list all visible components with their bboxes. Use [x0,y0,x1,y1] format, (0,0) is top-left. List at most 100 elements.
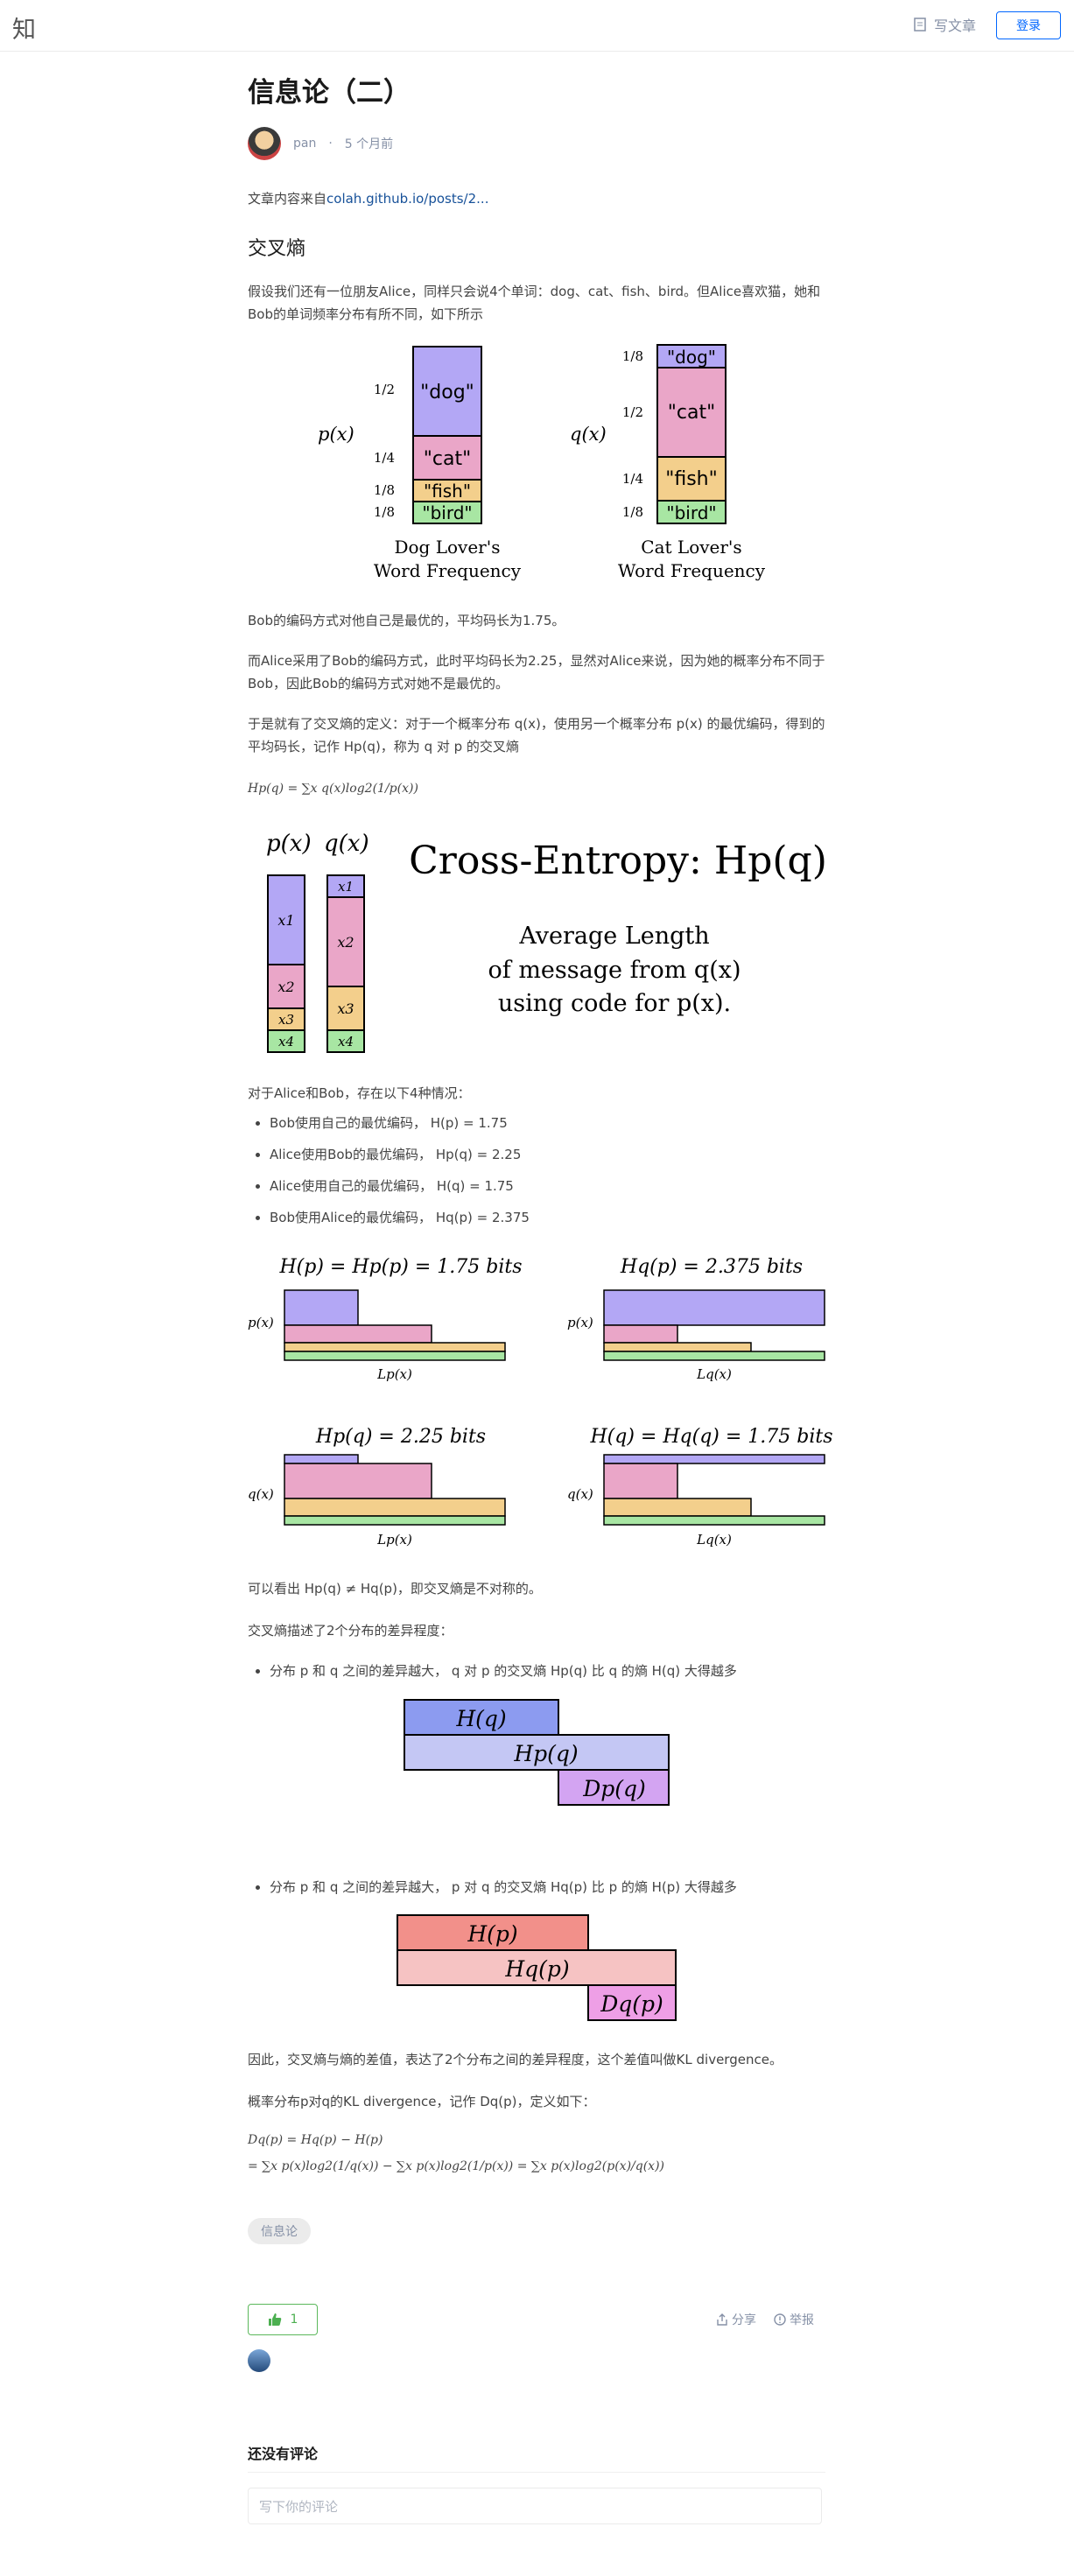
fig2-q-x2-label: x2 [337,934,354,951]
word-frequency-figure: p(x) "dog" "cat" "fish" "bird" 1/2 1/4 1… [318,344,766,581]
p-bird-word: "bird" [422,502,472,523]
fig2-p-x3-label: x3 [278,1012,294,1028]
post-time: 5 个月前 [344,137,394,151]
fig2-q-x4-label: x4 [338,1034,354,1049]
login-button[interactable]: 登录 [996,11,1061,39]
p-dog-word: "dog" [420,382,474,404]
q-prob-1: 1/8 [622,348,643,364]
author-info: pan · 5 个月前 [248,127,825,160]
panel-hqp-bar-4 [603,1351,825,1361]
panel-hq-ylabel: q(x) [567,1486,593,1502]
p-prob-4: 1/8 [374,504,395,520]
article-title: 信息论（二） [248,77,411,109]
liker-avatar[interactable] [248,2349,270,2372]
fig2-q-x1-label: x1 [338,879,354,895]
fig2-sub-1: Average Length [518,923,709,950]
panel-hq: H(q) = Hq(q) = 1.75 bits q(x) Lq(x) [567,1426,833,1548]
fig4-hq-label: H(q) [455,1706,506,1731]
case-item: Alice使用Bob的最优编码， Hp(q) = 2.25 [270,1143,830,1166]
report-button[interactable]: 举报 [774,2311,814,2328]
kl-formula-line-2: = ∑x p(x)log2(1/q(x)) − ∑x p(x)log2(1/p(… [248,2159,664,2173]
fig5-hp-label: H(p) [467,1921,517,1947]
panel-hpq-ylabel: q(x) [248,1486,274,1502]
q-dog-word: "dog" [667,347,716,368]
fig5-hp-bar [397,1914,589,1951]
panel-hp-ylabel: p(x) [248,1315,274,1330]
bullet-b: 分布 p 和 q 之间的差异越大， p 对 q 的交叉熵 Hq(p) 比 p 的… [270,1876,830,1899]
p-prob-2: 1/4 [374,450,395,466]
share-icon [717,2313,727,2326]
paragraph-4: 于是就有了交叉熵的定义：对于一个概率分布 q(x)，使用另一个概率分布 p(x)… [248,716,825,755]
panel-hpq-title: Hp(q) = 2.25 bits [315,1426,486,1448]
panel-hqp-xlabel: Lq(x) [696,1366,732,1382]
fig4-dpq-label: Dp(q) [582,1776,646,1801]
fig2-q-x2 [326,896,365,987]
case-item: Bob使用Alice的最优编码， Hq(p) = 2.375 [270,1206,830,1229]
cross-entropy-figure: p(x) q(x) x1 x2 x3 x4 x1 x2 x3 x4 Cross-… [266,831,827,1053]
source-prefix: 文章内容来自 [248,191,327,207]
q-label: q(x) [570,424,607,445]
panel-hqp-bar-3 [603,1342,752,1352]
fig2-title: Cross-Entropy: Hp(q) [409,839,827,883]
panel-hqp: Hq(p) = 2.375 bits p(x) Lq(x) [567,1256,825,1382]
fig2-p-label: p(x) [266,831,312,857]
paragraph-5: 对于Alice和Bob，存在以下4种情况： [248,1085,471,1101]
write-article-button[interactable]: 写文章 [913,14,976,35]
p-prob-1: 1/2 [374,382,395,397]
panel-hpq-bar-4 [284,1515,506,1526]
panel-hp: H(p) = Hp(p) = 1.75 bits p(x) Lp(x) [248,1256,523,1382]
write-article-label: 写文章 [934,18,977,34]
paragraph-1: 假设我们还有一位朋友Alice，同样只会说4个单词：dog、cat、fish、b… [248,284,821,322]
q-prob-3: 1/4 [622,471,643,487]
p-fish-bar [412,479,482,502]
panel-hq-bar-3 [603,1498,752,1517]
author-name[interactable]: pan [293,137,317,151]
q-dog-bar [656,344,727,369]
bullet-a: 分布 p 和 q 之间的差异越大， q 对 p 的交叉熵 Hp(q) 比 q 的… [270,1660,830,1682]
like-button[interactable]: 1 [248,2304,318,2335]
fig2-sub-3: using code for p(x). [498,990,731,1017]
panel-hpq-xlabel: Lp(x) [376,1532,412,1548]
panel-hpq: Hp(q) = 2.25 bits q(x) Lp(x) [248,1426,506,1548]
panel-hp-bar-4 [284,1351,506,1361]
comments-heading: 还没有评论 [248,2442,825,2473]
fig2-p-x2-label: x2 [277,979,294,995]
bullet-b-list: 分布 p 和 q 之间的差异越大， p 对 q 的交叉熵 Hq(p) 比 p 的… [254,1876,830,1907]
source-link[interactable]: colah.github.io/posts/2... [326,191,489,207]
fig2-p-x4 [267,1029,305,1053]
bullet-a-list: 分布 p 和 q 之间的差异越大， q 对 p 的交叉熵 Hp(q) 比 q 的… [254,1660,830,1691]
fig4-hq-bar [404,1699,559,1736]
fig5-hqp-label: Hq(p) [504,1956,569,1982]
p-fish-word: "fish" [424,481,471,502]
fig4-hpq-label: Hp(q) [513,1741,578,1766]
paragraph-7: 交叉熵描述了2个分布的差异程度： [248,1623,453,1639]
fig2-p-x4-label: x4 [278,1034,294,1049]
share-button[interactable]: 分享 [716,2311,756,2328]
p-dog-bar [412,346,482,437]
avatar[interactable] [248,127,281,160]
panel-hp-bar-3 [284,1342,506,1352]
cases-list: Bob使用自己的最优编码， H(p) = 1.75 Alice使用Bob的最优编… [254,1112,830,1238]
fig5-hqp-bar [397,1949,677,1986]
case-item: Alice使用自己的最优编码， H(q) = 1.75 [270,1175,830,1197]
fig2-q-x3 [326,986,365,1031]
fig5-dqp-bar [587,1984,677,2021]
panel-hq-title: H(q) = Hq(q) = 1.75 bits [589,1426,832,1448]
p-label: p(x) [318,424,354,445]
fig2-q-x4 [326,1029,365,1053]
kl-formula-line-1: Dq(p) = Hq(p) − H(p) [248,2133,383,2147]
q-bird-word: "bird" [666,502,716,523]
kl-divergence-figure-p: H(p) Hq(p) Dq(p) [397,1914,677,2021]
topic-tag[interactable]: 信息论 [248,2218,311,2244]
thumbs-up-icon [268,2313,281,2326]
fig4-dpq-bar [558,1769,670,1806]
q-fish-word: "fish" [665,468,718,490]
panel-hq-bar-1 [603,1454,825,1464]
zhihu-logo[interactable]: 知 [12,17,36,44]
comment-input[interactable]: 写下你的评论 [248,2488,822,2524]
p-caption-2: Word Frequency [374,560,522,581]
panel-hpq-bar-1 [284,1454,359,1464]
p-bird-bar [412,501,482,524]
panel-hpq-bar-3 [284,1498,506,1517]
report-label: 举报 [790,2313,814,2327]
